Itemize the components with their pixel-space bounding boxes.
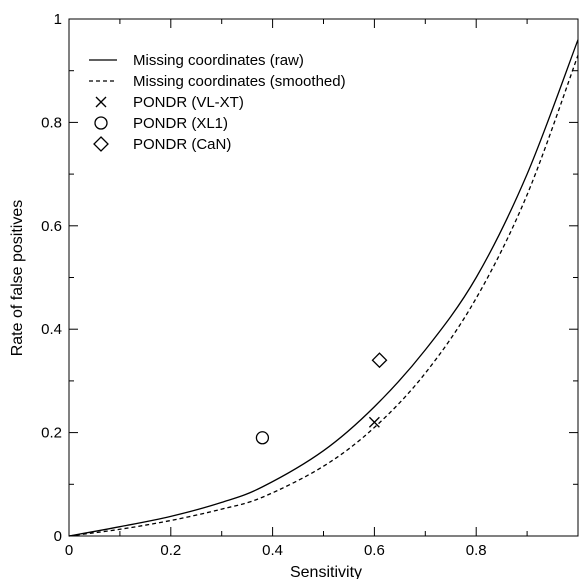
x-tick-label: 0.2 [160, 542, 181, 559]
y-tick-label: 0.2 [41, 425, 62, 442]
y-tick-label: 0.4 [41, 321, 62, 338]
legend-marker-x [95, 96, 107, 108]
y-tick-label: 1 [54, 11, 62, 28]
legend-label: Missing coordinates (raw) [133, 52, 304, 69]
axes: 0 0.2 0.4 0.6 0.8 0 0.2 0.4 0.6 0.8 1 [41, 11, 578, 559]
x-tick-label: 0.6 [364, 542, 385, 559]
y-tick-label: 0.6 [41, 218, 62, 235]
data-point-circle [255, 431, 270, 445]
legend: Missing coordinates (raw) Missing coordin… [89, 52, 346, 153]
series-smoothed-line [68, 54, 579, 537]
series-raw-line [68, 39, 579, 537]
legend-marker-circle [94, 116, 108, 130]
legend-label: Missing coordinates (smoothed) [133, 73, 346, 90]
series-layer [68, 39, 579, 537]
legend-label: PONDR (CaN) [133, 136, 231, 153]
points-layer [255, 352, 388, 445]
x-tick-label: 0.4 [262, 542, 283, 559]
x-tick-label: 0 [65, 542, 73, 559]
legend-label: PONDR (VL-XT) [133, 94, 244, 111]
y-tick-label: 0.8 [41, 114, 62, 131]
x-tick-label: 0.8 [466, 542, 487, 559]
y-axis-title: Rate of false positives [9, 200, 26, 357]
y-tick-label: 0 [54, 528, 62, 545]
data-point-x [368, 416, 380, 428]
legend-marker-diamond [93, 136, 109, 152]
x-axis-title: Sensitivity [290, 564, 362, 579]
legend-label: PONDR (XL1) [133, 115, 228, 132]
data-point-diamond [371, 352, 388, 369]
